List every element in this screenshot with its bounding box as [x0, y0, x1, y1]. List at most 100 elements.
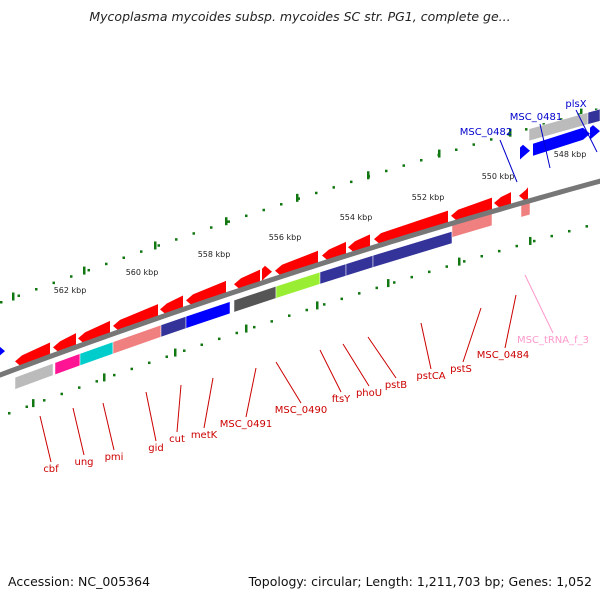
inner-tick-ring	[8, 225, 588, 415]
tick-dot	[0, 301, 3, 304]
leader-line	[245, 367, 257, 418]
tick-dot	[165, 355, 168, 358]
gene-arrow[interactable]	[113, 304, 158, 332]
tick-dot	[420, 159, 423, 162]
gene-track	[0, 125, 600, 368]
gene-label[interactable]: ftsY	[332, 394, 351, 405]
leader-line	[203, 377, 214, 429]
gene-arrow[interactable]	[234, 269, 260, 291]
ruler-label: 554 kbp	[340, 213, 373, 222]
gene-label[interactable]: MSC_0481	[510, 112, 562, 123]
tick-dot	[358, 292, 361, 295]
gene-label[interactable]: cbf	[43, 464, 59, 475]
gene-label[interactable]: pstS	[450, 364, 472, 375]
tick-dot	[568, 229, 571, 233]
cog-bar	[185, 301, 231, 329]
tick-dot	[183, 349, 186, 352]
gene-label[interactable]: gid	[148, 443, 163, 454]
gene-label[interactable]: pstB	[385, 380, 407, 391]
gene-label[interactable]: pstCA	[416, 371, 445, 382]
leader-line	[575, 109, 598, 153]
leader-line	[504, 294, 517, 349]
cog-track	[14, 108, 600, 390]
tick-major	[174, 348, 177, 357]
leader-line	[39, 415, 52, 463]
leader-line	[145, 391, 157, 442]
tick-dot	[393, 281, 396, 284]
leader-line	[524, 274, 554, 334]
tick-dot	[227, 220, 230, 223]
backbone-ring	[0, 178, 600, 378]
tick-dot	[245, 214, 248, 218]
cog-bar	[54, 353, 81, 376]
gene-arrow[interactable]	[78, 320, 110, 345]
tick-major	[154, 241, 157, 250]
tick-dot	[402, 164, 405, 167]
gene-arrow[interactable]	[262, 265, 272, 281]
genome-summary-text: Topology: circular; Length: 1,211,703 bp…	[248, 574, 592, 589]
tick-dot	[25, 405, 28, 409]
tick-dot	[43, 399, 46, 402]
gene-arrow[interactable]	[275, 250, 318, 277]
tick-major	[529, 236, 532, 245]
tick-dot	[350, 180, 353, 184]
tick-dot	[95, 380, 98, 383]
tick-major	[580, 108, 583, 117]
gene-arrow[interactable]	[520, 144, 530, 160]
tick-major	[509, 128, 512, 137]
tick-major	[83, 266, 86, 275]
tick-major	[12, 292, 15, 301]
ruler-label: 562 kbp	[54, 286, 87, 295]
gene-arrow[interactable]	[451, 197, 492, 222]
gene-label[interactable]: MSC_0482	[460, 127, 512, 138]
gene-label[interactable]: MSC_0484	[477, 350, 529, 361]
leader-line	[102, 402, 115, 451]
tick-major	[387, 279, 390, 288]
gene-arrow[interactable]	[186, 280, 226, 307]
tick-dot	[218, 337, 221, 341]
gene-arrow[interactable]	[519, 187, 528, 202]
gene-label[interactable]: metK	[191, 430, 218, 441]
ruler-label: 548 kbp	[554, 150, 587, 159]
gene-arrow[interactable]	[322, 241, 346, 262]
leader-line	[367, 336, 397, 379]
tick-major	[367, 171, 370, 180]
gene-arrow[interactable]	[533, 127, 590, 156]
ruler-label: 558 kbp	[198, 250, 231, 259]
tick-dot	[70, 275, 73, 278]
accession-text: Accession: NC_005364	[8, 574, 151, 589]
tick-dot	[498, 249, 501, 253]
tick-dot	[175, 238, 178, 241]
gene-label[interactable]: phoU	[356, 388, 382, 399]
map-title: Mycoplasma mycoides subsp. mycoides SC s…	[89, 9, 511, 24]
gene-arrow[interactable]	[374, 210, 448, 246]
gene-label[interactable]: cut	[169, 434, 185, 445]
tick-dot	[323, 303, 326, 306]
gene-arrow[interactable]	[590, 125, 600, 140]
gene-arrow[interactable]	[0, 345, 5, 361]
gene-label[interactable]: MSC_tRNA_f_3	[517, 335, 589, 346]
gene-label[interactable]: plsX	[565, 99, 586, 110]
kbp-ruler: 548 kbp 550 kbp 552 kbp 554 kbp 556 kbp …	[54, 150, 587, 295]
gene-label[interactable]: MSC_0490	[275, 405, 327, 416]
tick-dot	[113, 373, 116, 377]
tick-major	[103, 373, 106, 382]
tick-dot	[297, 197, 300, 200]
gene-label[interactable]: pmi	[105, 452, 124, 463]
tick-dot	[305, 308, 308, 312]
gene-arrow[interactable]	[15, 342, 50, 368]
gene-arrow[interactable]	[160, 295, 183, 316]
gene-arrow[interactable]	[53, 333, 76, 354]
tick-dot	[585, 225, 588, 228]
tick-dot	[550, 234, 553, 238]
tick-dot	[200, 343, 203, 346]
leader-line	[319, 349, 342, 393]
tick-major	[316, 301, 319, 310]
label-leader-lines	[39, 109, 598, 463]
tick-major	[438, 149, 441, 158]
gene-label[interactable]: MSC_0491	[220, 419, 272, 430]
gene-label[interactable]: ung	[74, 457, 93, 468]
leader-line	[499, 139, 518, 183]
ruler-label: 550 kbp	[482, 172, 515, 181]
